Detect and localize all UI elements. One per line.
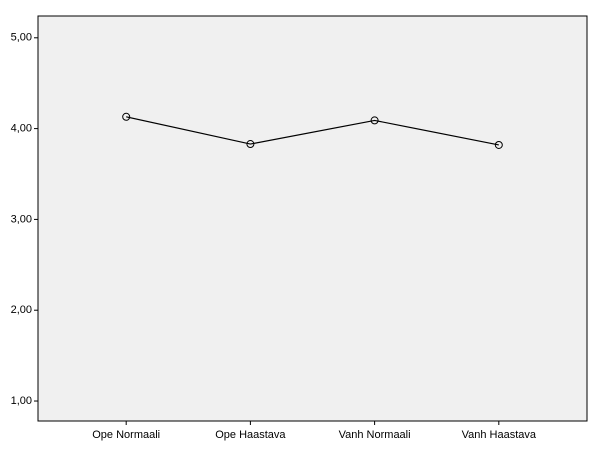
data-point: [494, 140, 503, 149]
data-line: [126, 116, 499, 146]
data-point: [370, 116, 379, 125]
x-tick-label: Ope Haastava: [215, 429, 286, 441]
x-tick-label: Vanh Normaali: [339, 429, 411, 441]
y-tick-label: 3,00: [11, 213, 32, 225]
y-tick-label: 5,00: [11, 32, 32, 44]
data-point: [246, 140, 255, 149]
data-point: [122, 112, 131, 121]
y-tick-label: 4,00: [11, 123, 32, 135]
x-tick-label: Vanh Haastava: [462, 429, 537, 441]
plot-area: [37, 15, 588, 422]
x-tick-label: Ope Normaali: [92, 429, 160, 441]
y-tick-label: 1,00: [11, 395, 32, 407]
y-tick-label: 2,00: [11, 304, 32, 316]
